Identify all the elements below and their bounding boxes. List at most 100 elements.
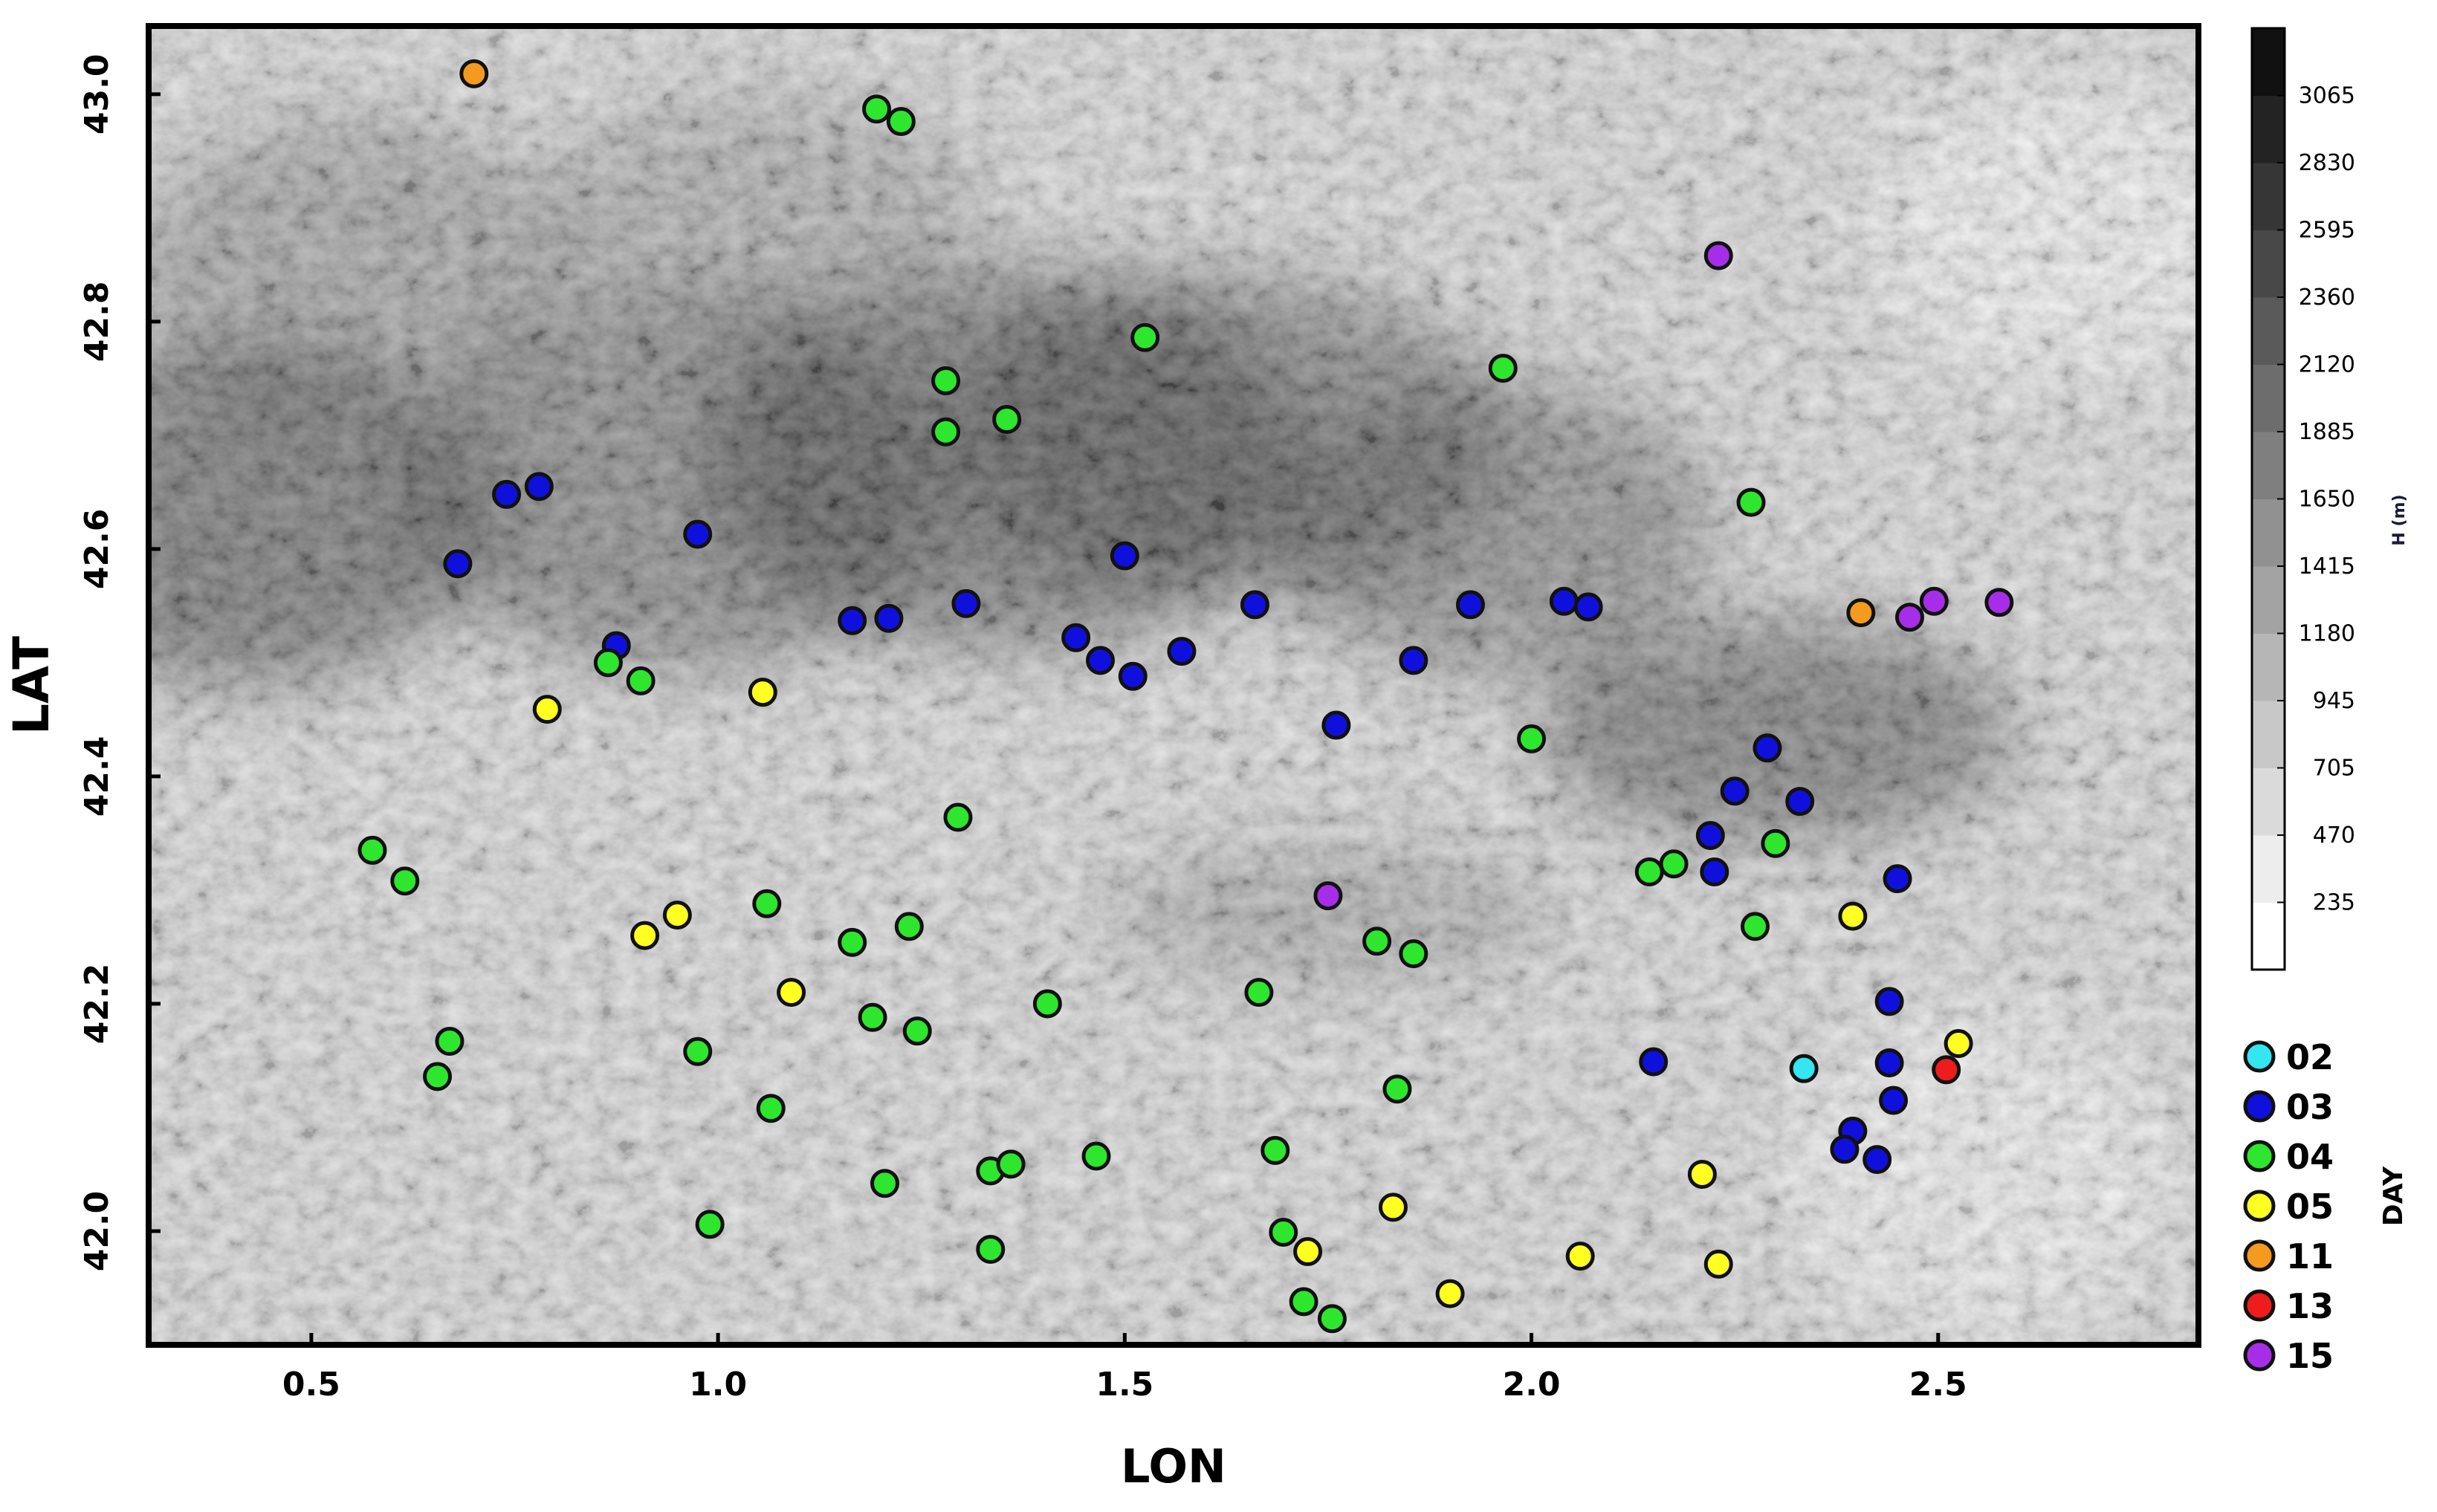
point-day-04: [593, 648, 623, 678]
colorbar-tick-label: 2595: [2299, 218, 2355, 244]
point-day-03: [1695, 820, 1725, 850]
legend-marker-day-13: [2243, 1289, 2276, 1322]
point-day-03: [683, 519, 713, 549]
elevation-colorbar: 235 470 705 945 1180 1415 1650 1885 2120 2360 2595…: [2250, 27, 2355, 971]
point-day-13: [1932, 1055, 1961, 1085]
point-day-05: [1435, 1279, 1465, 1308]
point-day-11: [1846, 598, 1876, 628]
legend-label: 11: [2286, 1236, 2334, 1276]
point-day-04: [894, 912, 924, 941]
colorbar-tick-label: 470: [2313, 822, 2355, 849]
colorbar-segment: [2252, 835, 2285, 903]
point-day-04: [870, 1169, 899, 1198]
point-day-04: [992, 404, 1022, 434]
point-day-04: [996, 1149, 1026, 1179]
point-day-04: [976, 1234, 1006, 1264]
y-tick-label: 42.4: [78, 736, 116, 817]
point-day-15: [1313, 881, 1343, 911]
legend-label: 04: [2286, 1137, 2334, 1177]
point-day-05: [532, 695, 562, 724]
x-tick-label: 2.5: [1909, 1366, 1967, 1404]
point-day-03: [1240, 590, 1269, 620]
legend-marker-day-05: [2243, 1190, 2276, 1222]
point-day-05: [1379, 1193, 1408, 1222]
point-day-04: [1317, 1304, 1347, 1334]
x-axis: 0.5 1.0 1.5 2.0 2.5: [282, 1333, 1967, 1404]
colorbar-segment: [2252, 633, 2285, 701]
point-day-05: [1565, 1242, 1595, 1271]
point-day-03: [1118, 661, 1148, 691]
point-day-03: [1700, 857, 1729, 886]
legend-label: 15: [2286, 1336, 2334, 1376]
point-day-04: [1634, 857, 1664, 886]
colorbar-tick-label: 705: [2313, 756, 2355, 782]
point-day-05: [1838, 901, 1868, 931]
colorbar-tick-label: 3065: [2299, 83, 2355, 109]
point-day-04: [1399, 939, 1428, 969]
point-day-04: [423, 1062, 453, 1091]
point-day-04: [1289, 1287, 1318, 1317]
legend-marker-day-03: [2243, 1090, 2276, 1123]
point-day-03: [1573, 592, 1603, 622]
colorbar-segment: [2252, 95, 2285, 163]
point-day-04: [1362, 927, 1392, 956]
legend: 02 03 04 05 11 13 15: [2243, 1037, 2334, 1376]
y-tick-label: 42.8: [78, 282, 116, 363]
point-day-15: [1894, 603, 1924, 632]
point-day-03: [524, 472, 554, 502]
colorbar-segment: [2252, 163, 2285, 230]
colorbar-tick-label: 2120: [2299, 352, 2355, 378]
point-day-04: [838, 927, 867, 957]
colorbar-segment: [2252, 768, 2285, 836]
point-day-04: [1741, 912, 1770, 941]
point-day-03: [1061, 623, 1091, 652]
point-day-03: [1874, 1048, 1904, 1078]
point-day-05: [748, 678, 777, 707]
point-day-03: [443, 549, 473, 579]
point-day-04: [886, 107, 916, 137]
point-day-15: [1984, 588, 2014, 617]
point-day-04: [1269, 1218, 1298, 1247]
colorbar-tick-label: 1650: [2299, 487, 2355, 513]
point-day-04: [357, 835, 387, 865]
point-day-03: [1167, 637, 1197, 666]
point-day-04: [858, 1002, 887, 1032]
point-day-04: [1736, 487, 1766, 517]
point-day-04: [1659, 849, 1689, 879]
x-axis-label: LON: [1121, 1439, 1226, 1493]
point-day-04: [1130, 322, 1160, 352]
point-day-03: [1321, 710, 1351, 740]
point-day-03: [1874, 987, 1904, 1016]
terrain-texture: [149, 26, 2198, 1345]
point-day-05: [1944, 1029, 1973, 1059]
point-day-04: [752, 889, 782, 918]
colorbar-tick-label: 945: [2313, 688, 2355, 714]
point-day-05: [1687, 1159, 1717, 1189]
point-day-04: [1260, 1135, 1290, 1165]
point-day-04: [390, 866, 420, 896]
point-day-04: [862, 94, 892, 124]
x-tick-label: 2.0: [1503, 1366, 1561, 1404]
legend-marker-day-02: [2243, 1040, 2276, 1073]
point-day-03: [1549, 586, 1579, 616]
y-tick-label: 43.0: [78, 54, 116, 135]
point-day-04: [943, 802, 973, 832]
point-day-04: [1032, 989, 1062, 1019]
point-day-03: [1399, 646, 1428, 675]
colorbar-segment: [2252, 432, 2285, 499]
point-day-04: [931, 417, 961, 447]
point-day-03: [1785, 787, 1815, 817]
colorbar-tick-label: 1180: [2299, 621, 2355, 647]
colorbar-segment: [2252, 499, 2285, 567]
terrain-background: [149, 26, 2198, 1345]
legend-marker-day-11: [2243, 1239, 2276, 1272]
legend-label: 05: [2286, 1187, 2334, 1227]
point-day-11: [459, 59, 489, 88]
colorbar-segment: [2252, 230, 2285, 298]
colorbar-tick-label: 1885: [2299, 419, 2355, 445]
legend-label: 03: [2286, 1087, 2334, 1127]
point-day-04: [626, 666, 656, 695]
point-day-03: [1862, 1145, 1892, 1175]
